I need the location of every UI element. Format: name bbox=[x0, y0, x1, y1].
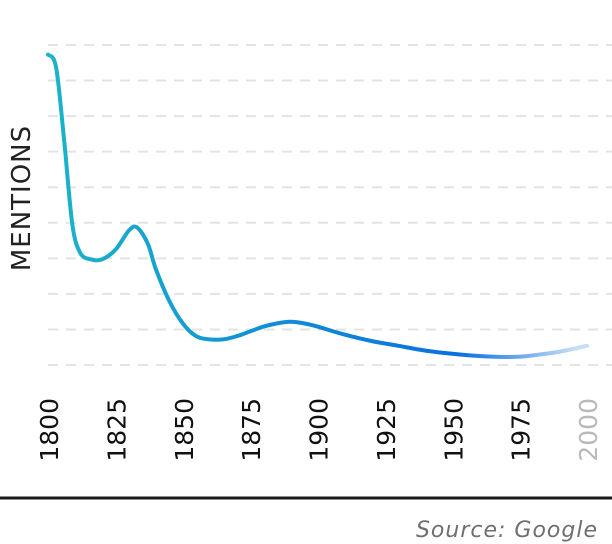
series-line bbox=[46, 52, 589, 360]
x-tick-label: 1850 bbox=[170, 398, 199, 462]
x-tick-label: 2000 bbox=[574, 398, 603, 462]
y-axis-label: MENTIONS bbox=[7, 125, 37, 271]
source-note: Source: Google bbox=[416, 518, 598, 543]
x-tick-label: 1825 bbox=[102, 398, 131, 462]
gridlines bbox=[48, 44, 612, 366]
x-tick-label: 1975 bbox=[507, 398, 536, 462]
x-tick-label: 1875 bbox=[237, 398, 266, 462]
x-tick-label: 1925 bbox=[372, 398, 401, 462]
x-tick-label: 1900 bbox=[305, 398, 334, 462]
x-tick-label: 1800 bbox=[35, 398, 64, 462]
x-axis-ticks: 1800 1825 1850 1875 1900 1925 1950 1975 2000 bbox=[35, 398, 603, 462]
x-tick-label: 1950 bbox=[439, 398, 468, 462]
